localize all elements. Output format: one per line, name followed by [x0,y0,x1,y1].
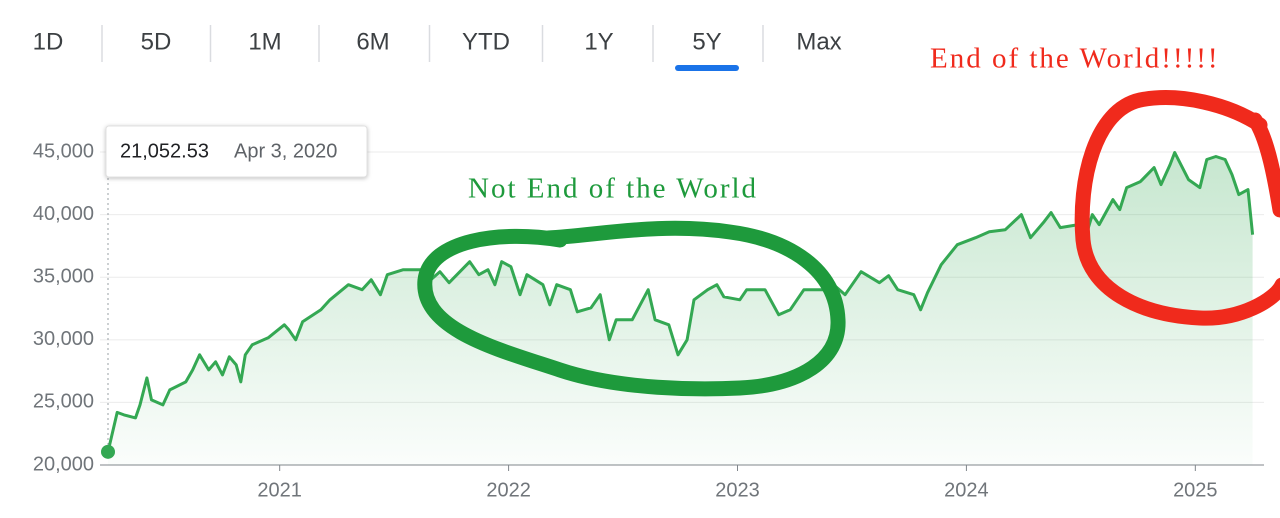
tooltip-value: 21,052.53 [120,140,209,162]
range-tab[interactable]: 5Y [692,28,721,55]
tooltip-box [105,125,368,178]
range-tab[interactable]: 1M [248,28,281,55]
y-tick-label: 30,000 [33,328,94,350]
annotation: End of the World!!!!! [930,43,1220,75]
range-tab[interactable]: 1Y [584,28,613,55]
tooltip-date: Apr 3, 2020 [234,140,337,162]
hover-point [101,444,115,459]
range-tab[interactable]: 6M [356,28,389,55]
green-scribble [417,220,846,397]
x-tick-label: 2021 [257,479,302,501]
y-tick-label: 40,000 [33,203,94,225]
range-tab[interactable]: 1D [33,28,64,55]
y-tick-label: 20,000 [33,453,94,475]
range-tab[interactable]: YTD [462,28,510,55]
y-tick-label: 45,000 [33,140,94,162]
y-tick-label: 25,000 [33,391,94,413]
red-scribble [1074,90,1280,326]
x-tick-label: 2023 [715,479,760,501]
y-tick-label: 35,000 [33,266,94,288]
price-line [106,151,1255,453]
area [108,152,1253,465]
x-tick-label: 2024 [944,479,989,501]
tab-underline [675,65,739,71]
annotation: Not End of the World [468,173,758,205]
range-tab[interactable]: 5D [141,28,172,55]
range-tab[interactable]: Max [796,28,841,55]
x-tick-label: 2022 [486,479,531,501]
x-tick-label: 2025 [1173,479,1218,501]
